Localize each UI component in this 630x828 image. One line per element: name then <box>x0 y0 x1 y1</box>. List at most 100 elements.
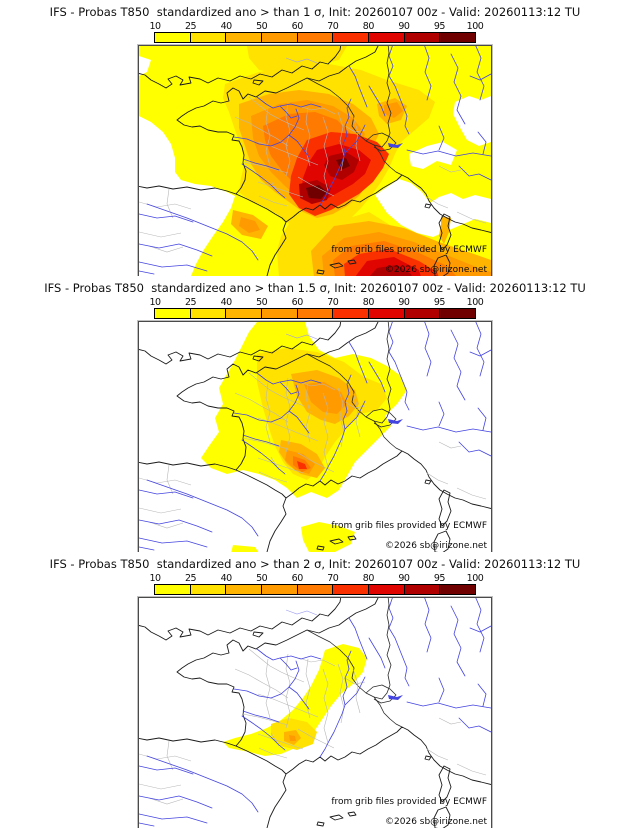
colorbar-segment <box>369 585 405 594</box>
colorbar-segment <box>297 585 334 594</box>
map-1sigma: from grib files provided by ECMWF ©2026 … <box>138 45 492 276</box>
prob-region-40-50 <box>439 216 451 244</box>
copyright-credit: ©2026 sb@irizone.net <box>385 817 487 827</box>
colorbar-tick-label: 50 <box>256 21 268 32</box>
colorbar-tick-label: 60 <box>291 297 304 308</box>
colorbar-tick-label: 60 <box>291 21 304 32</box>
probability-shading-1sigma <box>139 46 491 276</box>
colorbar-tick-label: 95 <box>433 21 446 32</box>
colorbar-segment <box>190 33 227 42</box>
colorbar-tick-label: 80 <box>362 21 375 32</box>
colorbar-segment <box>404 33 441 42</box>
colorbar-tick-label: 40 <box>220 297 233 308</box>
prob-region-70-80 <box>297 461 307 469</box>
colorbar-tick-label: 90 <box>398 297 410 308</box>
colorbar-bar <box>154 308 476 319</box>
colorbar-tick-label: 100 <box>466 573 484 584</box>
colorbar-segment <box>440 585 476 594</box>
colorbar-tick-label: 100 <box>466 21 484 32</box>
colorbar-segment <box>190 585 227 594</box>
colorbar-segment <box>297 309 334 318</box>
colorbar-segment <box>226 33 263 42</box>
prob-region-50-60 <box>239 217 260 233</box>
prob-region-95-100 <box>306 185 327 199</box>
colorbar-segment <box>297 33 334 42</box>
colorbar-segment <box>440 33 476 42</box>
colorbar-bar <box>154 32 476 43</box>
colorbar-tick-label: 95 <box>433 573 446 584</box>
probability-shading-1p5sigma <box>139 322 491 552</box>
probability-colorbar: 10 25 40 50 60 70 80 90 95 100 <box>149 296 484 319</box>
panel-1sigma: IFS - Probas T850 standardized ano > tha… <box>0 0 630 276</box>
colorbar-segment <box>333 585 370 594</box>
colorbar-segment <box>369 309 405 318</box>
prob-region-25-40 <box>247 46 347 74</box>
copyright-credit: ©2026 sb@irizone.net <box>385 541 487 551</box>
page-title: IFS - Probas T850 standardized ano > tha… <box>49 557 581 571</box>
prob-region-90-95 <box>369 265 412 276</box>
colorbar-tick-label: 50 <box>256 573 268 584</box>
colorbar-tick-label: 80 <box>362 297 375 308</box>
colorbar-segment <box>226 309 263 318</box>
colorbar-segment <box>155 585 191 594</box>
colorbar-tick-label: 40 <box>220 21 233 32</box>
page-title: IFS - Probas T850 standardized ano > tha… <box>44 281 586 295</box>
copyright-credit: ©2026 sb@irizone.net <box>385 265 487 275</box>
prob-region-50-60 <box>289 735 296 741</box>
colorbar-segment <box>404 309 441 318</box>
colorbar-tick-label: 25 <box>185 21 197 32</box>
colorbar-segment <box>155 33 191 42</box>
colorbar-tick-label: 95 <box>433 297 446 308</box>
colorbar-segment <box>262 33 298 42</box>
colorbar-segment <box>404 585 441 594</box>
colorbar-segment <box>333 309 370 318</box>
ecmwf-credit: from grib files provided by ECMWF <box>331 797 487 807</box>
colorbar-segment <box>369 33 405 42</box>
no-data-region <box>409 142 457 169</box>
colorbar-tick-label: 90 <box>398 21 410 32</box>
colorbar-tick-label: 80 <box>362 573 375 584</box>
colorbar-tick-label: 70 <box>327 297 339 308</box>
colorbar-segment <box>333 33 370 42</box>
colorbar-tick-label: 70 <box>327 573 339 584</box>
no-data-region <box>139 56 151 76</box>
probability-shading-2sigma <box>139 598 491 828</box>
colorbar-tick-label: 90 <box>398 573 410 584</box>
no-data-region <box>139 116 235 276</box>
prob-region-10-25 <box>231 545 259 552</box>
colorbar-tick-label: 40 <box>220 573 233 584</box>
prob-region-10-25 <box>301 522 355 552</box>
colorbar-tick-row: 10 25 40 50 60 70 80 90 95 100 <box>149 573 483 584</box>
ecmwf-credit: from grib files provided by ECMWF <box>331 521 487 531</box>
colorbar-segment <box>190 309 227 318</box>
colorbar-segment <box>226 585 263 594</box>
no-data-region <box>375 179 491 237</box>
colorbar-tick-label: 70 <box>327 21 339 32</box>
probability-colorbar: 10 25 40 50 60 70 80 90 95 100 <box>149 572 484 595</box>
page-title: IFS - Probas T850 standardized ano > tha… <box>49 5 581 19</box>
colorbar-tick-label: 50 <box>256 297 268 308</box>
colorbar-tick-label: 10 <box>149 297 161 308</box>
probability-colorbar: 10 25 40 50 60 70 80 90 95 100 <box>149 20 484 43</box>
colorbar-tick-row: 10 25 40 50 60 70 80 90 95 100 <box>149 297 483 308</box>
colorbar-tick-label: 10 <box>149 21 161 32</box>
colorbar-segment <box>262 309 298 318</box>
prob-region-50-60 <box>304 382 347 414</box>
colorbar-tick-label: 100 <box>466 297 484 308</box>
ecmwf-credit: from grib files provided by ECMWF <box>331 245 487 255</box>
colorbar-segment <box>440 309 476 318</box>
colorbar-segment <box>155 309 191 318</box>
colorbar-tick-label: 25 <box>185 297 197 308</box>
prob-region-10-25 <box>223 644 367 756</box>
panel-2sigma: IFS - Probas T850 standardized ano > tha… <box>0 552 630 828</box>
colorbar-segment <box>262 585 298 594</box>
colorbar-tick-row: 10 25 40 50 60 70 80 90 95 100 <box>149 21 483 32</box>
map-2sigma: from grib files provided by ECMWF ©2026 … <box>138 597 492 828</box>
map-1p5sigma: from grib files provided by ECMWF ©2026 … <box>138 321 492 552</box>
panel-1p5sigma: IFS - Probas T850 standardized ano > tha… <box>0 276 630 552</box>
no-data-region <box>453 96 491 146</box>
colorbar-tick-label: 60 <box>291 573 304 584</box>
colorbar-tick-label: 10 <box>149 573 161 584</box>
prob-region-50-60 <box>384 102 403 118</box>
